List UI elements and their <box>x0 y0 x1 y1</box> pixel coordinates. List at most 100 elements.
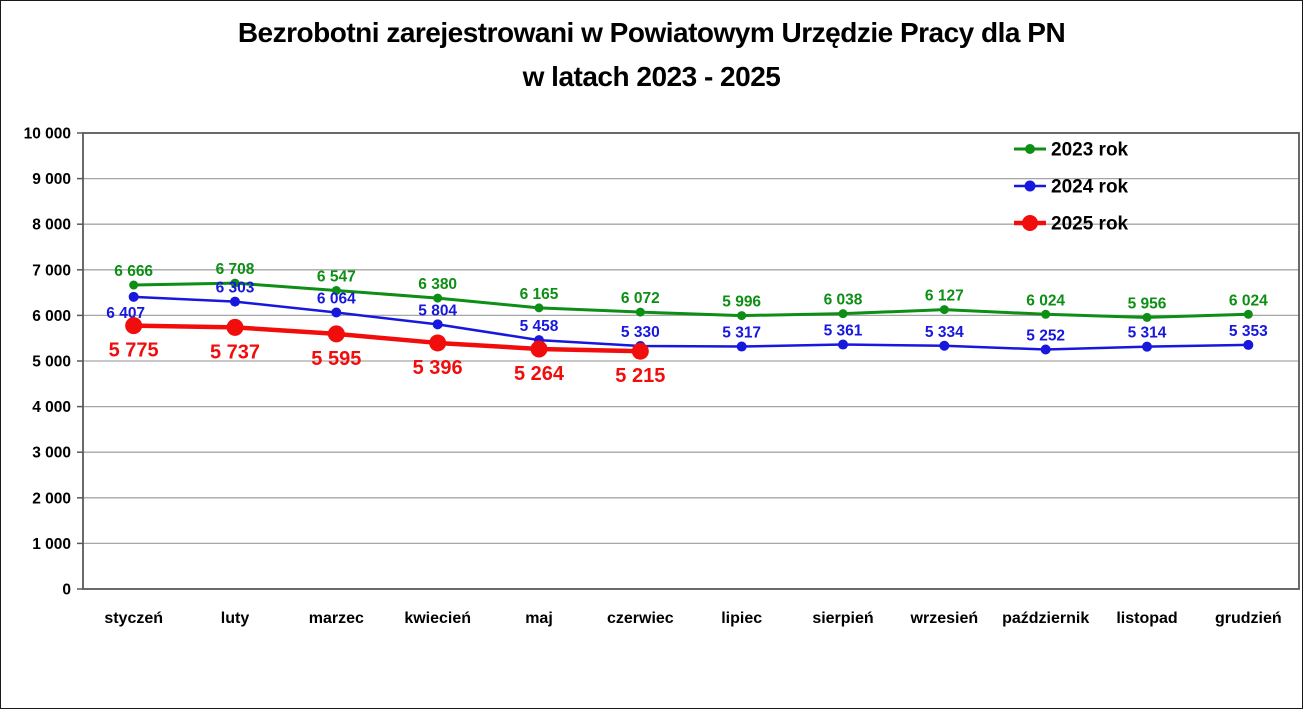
x-tick-label: marzec <box>309 610 364 627</box>
series-line <box>133 295 1249 351</box>
data-label: 5 330 <box>621 324 660 341</box>
data-label: 5 361 <box>824 323 863 340</box>
data-point <box>1142 341 1152 352</box>
data-label: 5 264 <box>514 363 565 385</box>
x-tick-label: kwiecień <box>404 610 471 627</box>
x-tick-label: maj <box>525 610 553 627</box>
data-point <box>1040 344 1051 355</box>
y-tick-label: 5 000 <box>32 354 71 371</box>
data-label: 6 547 <box>317 268 356 285</box>
data-point <box>1243 339 1254 350</box>
x-tick-label: czerwiec <box>607 610 674 627</box>
y-tick-label: 9 000 <box>32 171 71 188</box>
x-tick-label: grudzień <box>1215 610 1282 627</box>
data-point <box>534 303 544 313</box>
data-label: 5 215 <box>615 365 665 387</box>
data-label: 5 334 <box>925 324 964 341</box>
data-label: 5 252 <box>1026 328 1065 345</box>
series-line <box>133 281 1249 319</box>
data-label: 6 303 <box>216 280 255 297</box>
legend-marker <box>1024 180 1036 192</box>
data-point <box>433 293 443 303</box>
y-tick-label: 10 000 <box>24 126 71 143</box>
data-label: 6 666 <box>114 263 153 280</box>
data-label: 6 024 <box>1229 292 1268 309</box>
data-label: 5 396 <box>413 357 463 379</box>
data-point <box>838 339 848 350</box>
y-tick-label: 3 000 <box>32 445 71 462</box>
data-point <box>737 311 747 321</box>
legend-label: 2024 rok <box>1051 177 1129 198</box>
data-label: 6 165 <box>520 286 559 303</box>
series-line <box>133 323 641 354</box>
data-label: 6 038 <box>824 292 863 309</box>
data-label: 6 064 <box>317 290 356 307</box>
x-tick-label: listopad <box>1116 610 1177 627</box>
data-label: 5 317 <box>722 325 761 342</box>
legend-label: 2025 rok <box>1051 214 1129 235</box>
data-point <box>327 325 345 343</box>
x-tick-label: wrzesień <box>910 610 979 627</box>
data-label: 6 380 <box>418 276 457 293</box>
x-tick-label: luty <box>221 610 250 627</box>
data-label: 5 314 <box>1128 325 1167 342</box>
series-2023-rok: 6 666 6 708 6 547 6 380 6 165 6 072 5 996 6 038… <box>114 261 1268 322</box>
data-label: 5 775 <box>109 340 159 362</box>
plot-border <box>82 132 1300 590</box>
data-label: 5 353 <box>1229 323 1268 340</box>
data-point <box>635 307 645 317</box>
data-point <box>429 334 447 352</box>
data-label: 6 072 <box>621 290 660 307</box>
legend-label: 2023 rok <box>1051 140 1129 161</box>
data-point <box>736 341 747 352</box>
data-label: 6 024 <box>1026 292 1065 309</box>
data-point <box>530 340 548 358</box>
data-point <box>631 342 649 360</box>
y-tick-label: 0 <box>62 582 71 599</box>
data-label: 6 127 <box>925 288 964 305</box>
x-tick-label: lipiec <box>721 610 762 627</box>
chart-title-line1: Bezrobotni zarejestrowani w Powiatowym U… <box>237 17 1066 48</box>
data-label: 6 708 <box>216 261 255 278</box>
data-point <box>129 280 139 290</box>
y-tick-label: 6 000 <box>32 308 71 325</box>
x-tick-label: październik <box>1002 610 1089 627</box>
y-tick-label: 8 000 <box>32 217 71 234</box>
data-label: 5 737 <box>210 341 260 363</box>
data-point <box>432 319 443 330</box>
chart-title: Bezrobotni zarejestrowani w Powiatowym U… <box>1 11 1302 99</box>
data-point <box>1041 309 1051 319</box>
data-point <box>331 307 342 318</box>
y-tick-label: 2 000 <box>32 490 71 507</box>
legend-marker <box>1025 144 1035 154</box>
legend: 2023 rok 2024 rok 2025 rok <box>1014 140 1129 235</box>
y-tick-label: 1 000 <box>32 536 71 553</box>
data-label: 5 996 <box>722 294 761 311</box>
x-tick-label: styczeń <box>104 610 163 627</box>
y-tick-label: 7 000 <box>32 262 71 279</box>
legend-item-2024-rok: 2024 rok <box>1014 177 1129 198</box>
data-point <box>939 305 949 315</box>
x-tick-label: sierpień <box>812 610 873 627</box>
y-tick-label: 4 000 <box>32 399 71 416</box>
series-2025-rok: 5 775 5 737 5 595 5 396 5 264 5 215 <box>109 317 665 387</box>
data-point <box>331 285 341 295</box>
data-label: 5 595 <box>311 348 361 370</box>
data-point <box>230 278 240 288</box>
data-label: 5 458 <box>520 318 559 335</box>
data-point <box>939 340 950 351</box>
data-point <box>838 309 848 319</box>
chart-title-line2: w latach 2023 - 2025 <box>522 61 781 92</box>
data-point <box>125 317 143 335</box>
data-label: 5 956 <box>1128 295 1167 312</box>
data-point <box>226 318 244 336</box>
data-point <box>128 291 139 302</box>
data-label: 5 804 <box>418 302 457 319</box>
data-point <box>1243 309 1253 319</box>
legend-marker <box>1022 215 1038 231</box>
legend-item-2023-rok: 2023 rok <box>1014 140 1129 161</box>
